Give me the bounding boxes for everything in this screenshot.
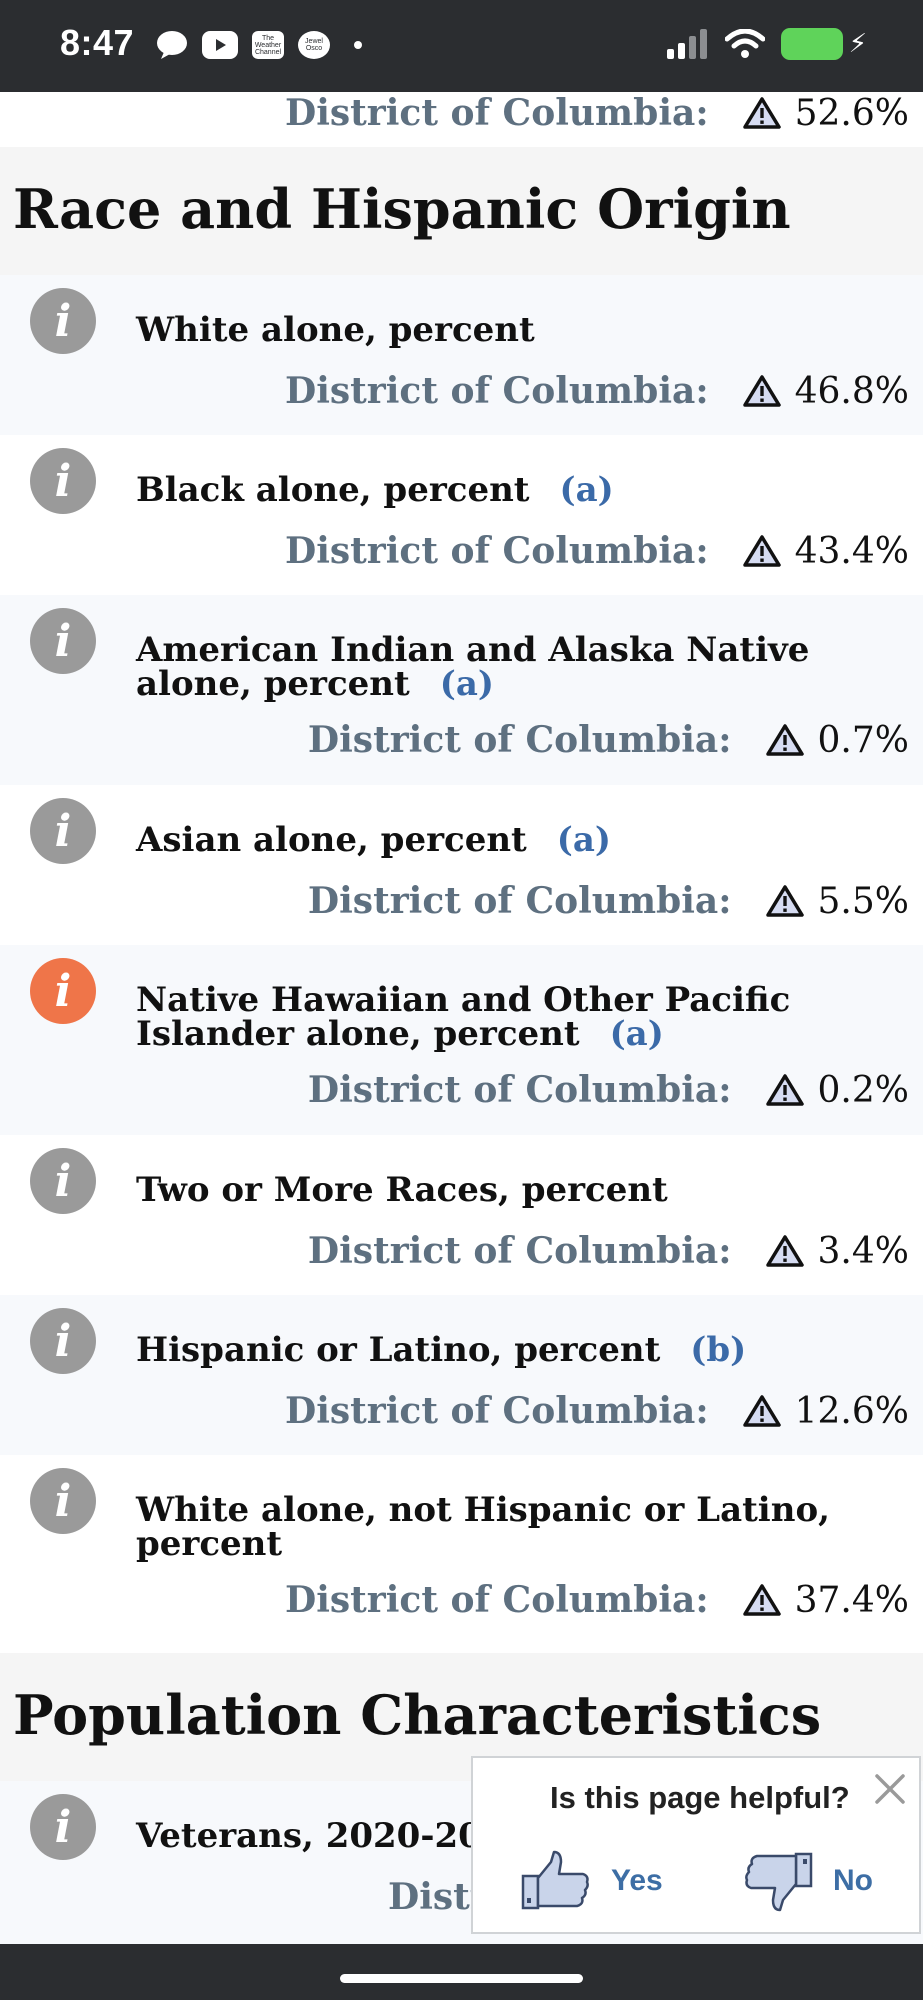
warning-icon[interactable] [765,884,804,918]
value-row: District of Columbia: 3.4% [308,1230,909,1272]
value-row: District of Columbia: 46.8% [285,370,909,412]
table-row: i Hispanic or Latino, percent (b) Distric… [0,1295,923,1455]
value: 3.4% [817,1230,909,1272]
row-label: Two or More Races, percent [136,1170,668,1210]
section-title[interactable]: Population Characteristics [13,1683,822,1747]
value-row: District of Columbia: 12.6% [285,1390,909,1432]
geo-label: District of Columbia: [285,370,709,412]
table-row: i American Indian and Alaska Native alon… [0,595,923,785]
feedback-yes-label: Yes [611,1864,663,1897]
geo-label: District of Columbia: [285,1579,709,1621]
thumbs-up-icon [521,1850,589,1910]
table-row: i White alone, not Hispanic or Latino, p… [0,1455,923,1653]
value: 37.4% [794,1579,909,1621]
row-label: Hispanic or Latino, percent (b) [136,1330,747,1370]
table-row: i White alone, percent District of Colum… [0,275,923,435]
cellular-signal-icon [666,29,707,59]
geo-label: District of Columbia: [285,530,709,572]
row-label: Veterans, 2020-2024 [136,1816,530,1856]
table-row-previous: District of Columbia: 52.6% [0,92,923,147]
warning-icon[interactable] [742,374,781,408]
value-row: District of Columbia: 5.5% [308,880,909,922]
status-time: 8:47 [60,22,135,63]
weather-channel-icon: The Weather Channel [252,31,284,59]
status-notification-icons: The Weather Channel Jewel Osco [156,30,362,60]
value: 46.8% [794,370,909,412]
status-right-icons: ⚡ [666,28,867,60]
value: 52.6% [794,92,909,134]
value: 43.4% [794,530,909,572]
info-icon[interactable]: i [30,608,96,674]
info-icon[interactable]: i [30,798,96,864]
feedback-question: Is this page helpful? [550,1780,850,1815]
youtube-icon [202,31,238,59]
geo-label: District of Columbia: [307,1069,732,1111]
close-icon[interactable] [871,1770,909,1808]
footnote-link[interactable]: (a) [556,820,611,860]
warning-icon[interactable] [742,96,781,130]
more-notifications-dot [354,41,362,49]
footnote-link[interactable]: (b) [690,1330,747,1370]
home-indicator[interactable] [340,1974,583,1983]
status-bar: 8:47 The Weather Channel Jewel Osco ⚡ [0,0,923,92]
value: 12.6% [794,1390,909,1432]
row-label: Native Hawaiian and Other Pacific Island… [136,980,791,1054]
section-title[interactable]: Race and Hispanic Origin [13,177,791,241]
feedback-no-button[interactable]: No [743,1850,873,1912]
thumbs-down-icon [745,1852,813,1912]
system-nav-bar [0,1944,923,2000]
row-label: White alone, percent [136,310,535,350]
info-icon[interactable]: i [30,288,96,354]
value-row: District of Columbia: 0.7% [308,719,909,761]
info-icon[interactable]: i [30,958,96,1024]
value-row: District of Columbia: 43.4% [285,530,909,572]
geo-label: District of Columbia: [307,719,732,761]
feedback-yes-button[interactable]: Yes [521,1850,663,1912]
geo-label: District of Columbia: [307,880,732,922]
warning-icon[interactable] [765,1234,804,1268]
row-label: White alone, not Hispanic or Latino, per… [136,1490,830,1564]
table-row: i Black alone, percent (a) District of Co… [0,435,923,595]
row-label: Black alone, percent (a) [136,470,614,510]
warning-icon[interactable] [765,723,804,757]
wifi-icon [724,29,765,58]
warning-icon[interactable] [742,1583,781,1617]
footnote-link[interactable]: (a) [559,470,614,510]
warning-icon[interactable] [742,1394,781,1428]
info-icon[interactable]: i [30,448,96,514]
charging-bolt-icon: ⚡ [848,29,867,59]
geo-label: District of Columbia: [307,1230,732,1272]
value: 0.7% [817,719,909,761]
jewel-osco-icon: Jewel Osco [298,31,330,59]
geo-label: District of Columbia: [285,1390,709,1432]
table-row: i Native Hawaiian and Other Pacific Isla… [0,945,923,1135]
footnote-link[interactable]: (a) [439,664,494,704]
value-row: District of Columbia: 0.2% [308,1069,909,1111]
info-icon[interactable]: i [30,1308,96,1374]
value: 5.5% [817,880,909,922]
row-label: Asian alone, percent (a) [136,820,611,860]
info-icon[interactable]: i [30,1794,96,1860]
info-icon[interactable]: i [30,1148,96,1214]
row-label: American Indian and Alaska Native alone,… [136,630,810,704]
value: 0.2% [817,1069,909,1111]
feedback-no-label: No [833,1864,873,1897]
table-row: i Two or More Races, percent District of… [0,1135,923,1295]
warning-icon[interactable] [742,534,781,568]
footnote-link[interactable]: (a) [609,1014,664,1054]
section-header-race: Race and Hispanic Origin [0,147,923,275]
geo-label: District of Columbia: [285,92,709,134]
feedback-widget: Is this page helpful? Yes No [471,1756,921,1934]
page-content: District of Columbia: 52.6% Race and His… [0,92,923,1944]
value-row: District of Columbia: 52.6% [285,92,909,134]
warning-icon[interactable] [765,1073,804,1107]
value-row: District of Columbia: 37.4% [285,1579,909,1621]
info-icon[interactable]: i [30,1468,96,1534]
chat-bubble-icon [157,31,187,59]
table-row: i Asian alone, percent (a) District of Co… [0,785,923,945]
battery-icon [780,28,843,60]
